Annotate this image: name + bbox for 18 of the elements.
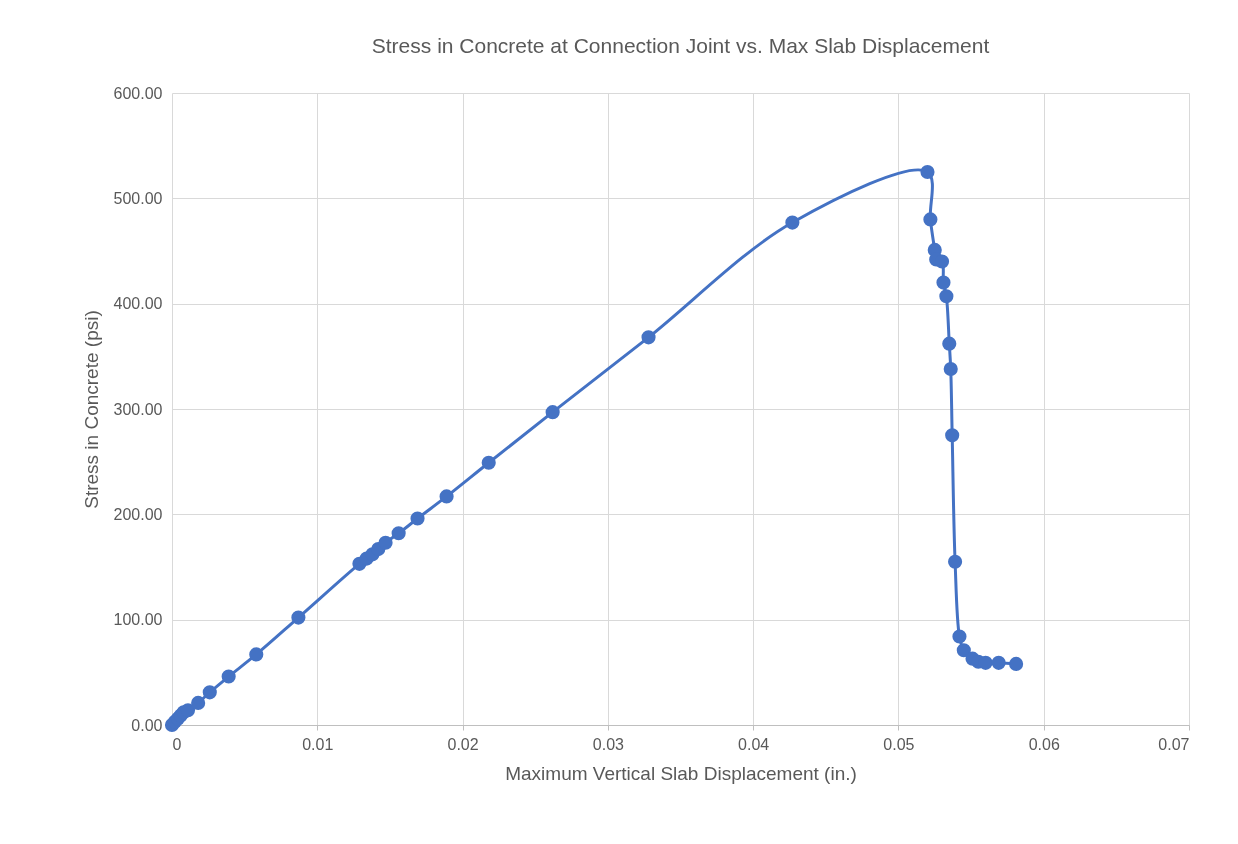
y-tick-label: 500.00 [113,189,163,207]
x-tick-label: 0.06 [1028,735,1060,753]
x-tick-label: 0 [172,735,182,753]
x-tick-label: 0.02 [447,735,479,753]
x-axis-title: Maximum Vertical Slab Displacement (in.) [505,762,857,784]
x-tick-label: 0.07 [1158,735,1190,753]
chart-title: Stress in Concrete at Connection Joint vs. Max Slab Displacement [371,34,990,57]
y-tick-label: 0.00 [131,716,163,734]
y-tick-label: 600.00 [113,84,163,102]
y-tick-label: 300.00 [113,400,163,418]
x-tick-label: 0.05 [883,735,915,753]
x-tick-label: 0.04 [738,735,770,753]
x-tick-label: 0.01 [302,735,334,753]
y-tick-label: 400.00 [113,295,163,313]
x-tick-label: 0.03 [592,735,625,753]
y-tick-label: 200.00 [113,505,163,523]
y-axis-title: Stress in Concrete (psi) [80,310,102,509]
y-tick-label: 100.00 [113,611,163,629]
